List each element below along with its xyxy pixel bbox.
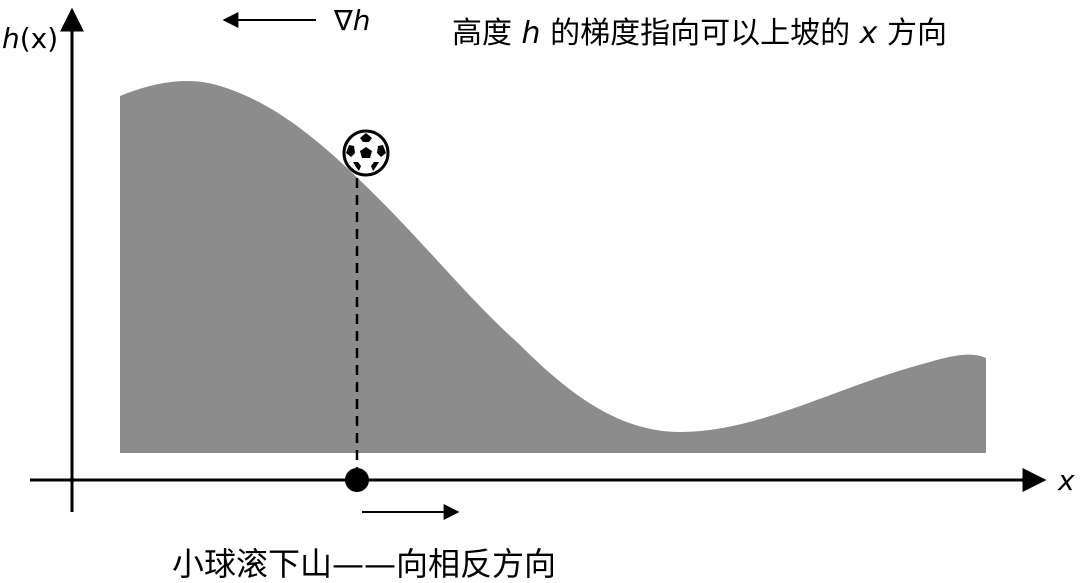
y-axis-label: h(x) xyxy=(2,22,58,55)
soccer-ball-icon xyxy=(342,129,390,177)
caption-bottom: 小球滚下山——向相反方向 xyxy=(172,545,556,583)
caption-top: 高度 h 的梯度指向可以上坡的 x 方向 xyxy=(452,16,947,51)
x-axis-label: x xyxy=(1057,464,1075,497)
terrain-area xyxy=(120,81,986,453)
gradient-label: ∇h xyxy=(333,4,370,37)
point-marker-icon xyxy=(345,468,369,492)
